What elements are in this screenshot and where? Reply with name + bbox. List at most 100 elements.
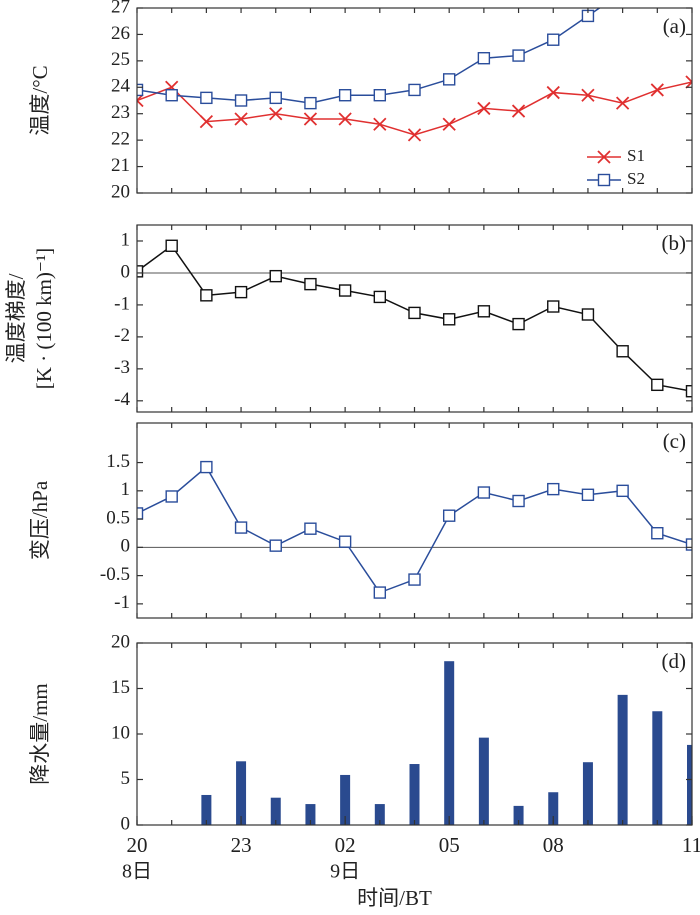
- y-tick-label: 20: [111, 181, 130, 202]
- marker: [269, 269, 282, 283]
- marker: [477, 52, 491, 65]
- marker: [477, 486, 491, 499]
- x-tick-label: 02: [335, 833, 356, 857]
- marker: [137, 265, 144, 278]
- marker: [137, 83, 144, 97]
- y-tick-label: -2: [114, 325, 130, 346]
- marker: [650, 83, 664, 97]
- marker: [338, 284, 352, 297]
- marker: [373, 117, 387, 131]
- legend-label: S1: [627, 146, 645, 165]
- y-axis-label: 温度/°C: [28, 65, 52, 135]
- marker: [547, 300, 560, 313]
- y-tick-label: 20: [111, 631, 130, 652]
- bar: [478, 737, 489, 825]
- y-tick-label: 23: [111, 102, 130, 123]
- marker: [616, 345, 629, 358]
- marker: [269, 539, 282, 552]
- marker: [137, 93, 144, 108]
- marker: [338, 535, 352, 548]
- x-axis-label: 时间/BT: [357, 886, 432, 910]
- marker: [338, 89, 352, 102]
- marker: [512, 317, 525, 331]
- marker: [477, 101, 491, 116]
- y-tick-label: 0: [121, 261, 131, 282]
- y-tick-label: 5: [121, 768, 131, 789]
- bar: [617, 694, 628, 825]
- y-tick-label: -1: [114, 293, 130, 314]
- y-tick-label: -4: [114, 389, 130, 410]
- marker: [477, 305, 491, 318]
- marker: [581, 88, 595, 102]
- marker: [685, 75, 692, 89]
- bar: [201, 794, 212, 825]
- y-tick-label: 0: [121, 536, 131, 557]
- marker: [137, 507, 144, 520]
- marker: [685, 385, 692, 398]
- marker: [304, 522, 317, 535]
- y-tick-label: 0.5: [106, 507, 130, 528]
- marker: [547, 482, 560, 496]
- marker: [547, 33, 560, 46]
- plot-frame: [136, 224, 693, 413]
- marker: [165, 490, 178, 503]
- y-tick-label: 21: [111, 155, 130, 176]
- plot-frame: [136, 7, 693, 194]
- marker: [615, 96, 630, 110]
- marker: [442, 73, 456, 86]
- marker: [512, 494, 525, 508]
- marker: [373, 586, 387, 599]
- marker: [165, 239, 178, 252]
- marker: [651, 378, 664, 392]
- marker: [408, 573, 421, 586]
- marker: [199, 115, 214, 129]
- y-tick-label: 26: [111, 23, 130, 44]
- marker: [269, 107, 283, 121]
- marker: [234, 94, 248, 107]
- marker: [269, 91, 282, 105]
- x-tick-label: 23: [231, 833, 252, 857]
- legend-marker: [597, 150, 611, 164]
- marker: [165, 89, 178, 102]
- marker: [616, 484, 629, 498]
- marker: [442, 509, 456, 522]
- x-tick-label: 08: [543, 833, 564, 857]
- marker: [511, 104, 526, 118]
- panel-label: (d): [662, 649, 687, 673]
- y-tick-label: 24: [111, 76, 131, 97]
- marker: [408, 306, 421, 320]
- bar: [652, 711, 663, 825]
- marker: [407, 128, 422, 142]
- marker: [512, 49, 525, 62]
- x-sublabel: 8日: [122, 861, 152, 883]
- marker: [338, 112, 352, 126]
- series-line: [137, 8, 601, 104]
- marker: [234, 285, 248, 299]
- marker: [685, 538, 692, 551]
- panel: 20 21 22 23 24 25 26 27 温度/°C (a) S1 S2: [28, 0, 693, 202]
- marker: [234, 112, 248, 126]
- marker: [581, 308, 595, 321]
- x-tick-label: 05: [439, 833, 460, 857]
- plot-frame: [136, 422, 693, 619]
- y-tick-label: 1: [121, 479, 131, 500]
- y-tick-label: 22: [111, 129, 130, 150]
- panel-label: (a): [663, 14, 686, 38]
- y-tick-label: 15: [111, 677, 130, 698]
- marker: [442, 313, 456, 326]
- legend-label: S2: [627, 169, 645, 188]
- x-tick-label: 11: [682, 833, 700, 857]
- marker: [546, 85, 560, 100]
- marker: [200, 460, 213, 474]
- y-tick-label: 1.5: [106, 451, 130, 472]
- y-tick-label: 1: [121, 229, 131, 250]
- y-axis-label: 温度梯度/: [4, 273, 28, 363]
- marker: [303, 112, 318, 126]
- legend-marker: [597, 173, 611, 187]
- bar: [548, 792, 559, 825]
- y-tick-label: -0.5: [100, 564, 130, 585]
- y-tick-label: 25: [111, 49, 130, 70]
- x-tick-label: 20: [127, 833, 148, 857]
